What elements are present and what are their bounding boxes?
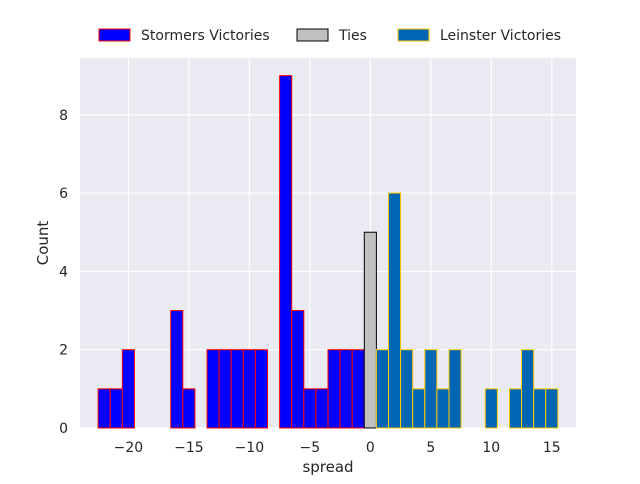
bar-leinster-victories [484, 388, 498, 429]
bar-leinster-victories [545, 388, 559, 429]
bar-ties [363, 231, 377, 429]
bar-stormers-victories [109, 388, 123, 429]
bar-leinster-victories [375, 349, 389, 429]
y-axis-label: Count [34, 221, 52, 266]
bar-stormers-victories [303, 388, 317, 429]
x-tick-label: −5 [300, 440, 321, 456]
bar-stormers-victories [279, 75, 293, 429]
bars [97, 75, 559, 429]
bar-stormers-victories [291, 310, 305, 429]
y-tick-label: 0 [59, 421, 68, 437]
legend-label: Leinster Victories [440, 28, 561, 44]
legend-swatch [296, 28, 329, 42]
y-tick-label: 8 [59, 108, 68, 124]
x-tick-label: 0 [366, 440, 375, 456]
legend-item: Leinster Victories [397, 28, 561, 44]
bar-stormers-victories [315, 388, 329, 429]
x-tick-label: −15 [174, 440, 204, 456]
bar-stormers-victories [206, 349, 220, 429]
bar-stormers-victories [339, 349, 353, 429]
bar-stormers-victories [182, 388, 196, 429]
bar-leinster-victories [508, 388, 523, 429]
legend-label: Ties [338, 28, 367, 44]
bar-stormers-victories [230, 349, 244, 429]
bar-leinster-victories [436, 388, 450, 429]
bar-stormers-victories [97, 388, 111, 429]
bar-stormers-victories [254, 349, 269, 429]
legend-label: Stormers Victories [141, 28, 270, 44]
bar-leinster-victories [448, 349, 462, 429]
y-tick-labels: 0 2 4 6 8 [59, 108, 68, 437]
y-tick-label: 4 [59, 264, 68, 280]
legend-item: Ties [296, 28, 367, 44]
bar-leinster-victories [412, 388, 426, 429]
legend: Stormers Victories Ties Leinster Victories [98, 28, 561, 44]
bar-stormers-victories [351, 349, 365, 429]
legend-item: Stormers Victories [98, 28, 270, 44]
x-tick-label: 10 [482, 440, 500, 456]
x-tick-labels: −20 −15 −10 −5 0 5 10 15 [114, 440, 561, 456]
bar-leinster-victories [424, 349, 438, 429]
legend-swatch [98, 28, 131, 42]
legend-swatch [397, 28, 430, 42]
x-tick-label: −10 [235, 440, 265, 456]
y-tick-label: 6 [59, 186, 68, 202]
y-tick-label: 2 [59, 343, 68, 359]
bar-leinster-victories [533, 388, 547, 429]
bar-leinster-victories [521, 349, 535, 429]
bar-leinster-victories [387, 192, 402, 429]
x-tick-label: −20 [114, 440, 144, 456]
x-axis-label: spread [302, 458, 353, 476]
x-tick-label: 15 [543, 440, 561, 456]
x-tick-label: 5 [426, 440, 435, 456]
bar-stormers-victories [218, 349, 232, 429]
bar-stormers-victories [327, 349, 341, 429]
bar-leinster-victories [400, 349, 414, 429]
bar-stormers-victories [170, 310, 184, 429]
bar-stormers-victories [121, 349, 135, 429]
bar-stormers-victories [242, 349, 256, 429]
